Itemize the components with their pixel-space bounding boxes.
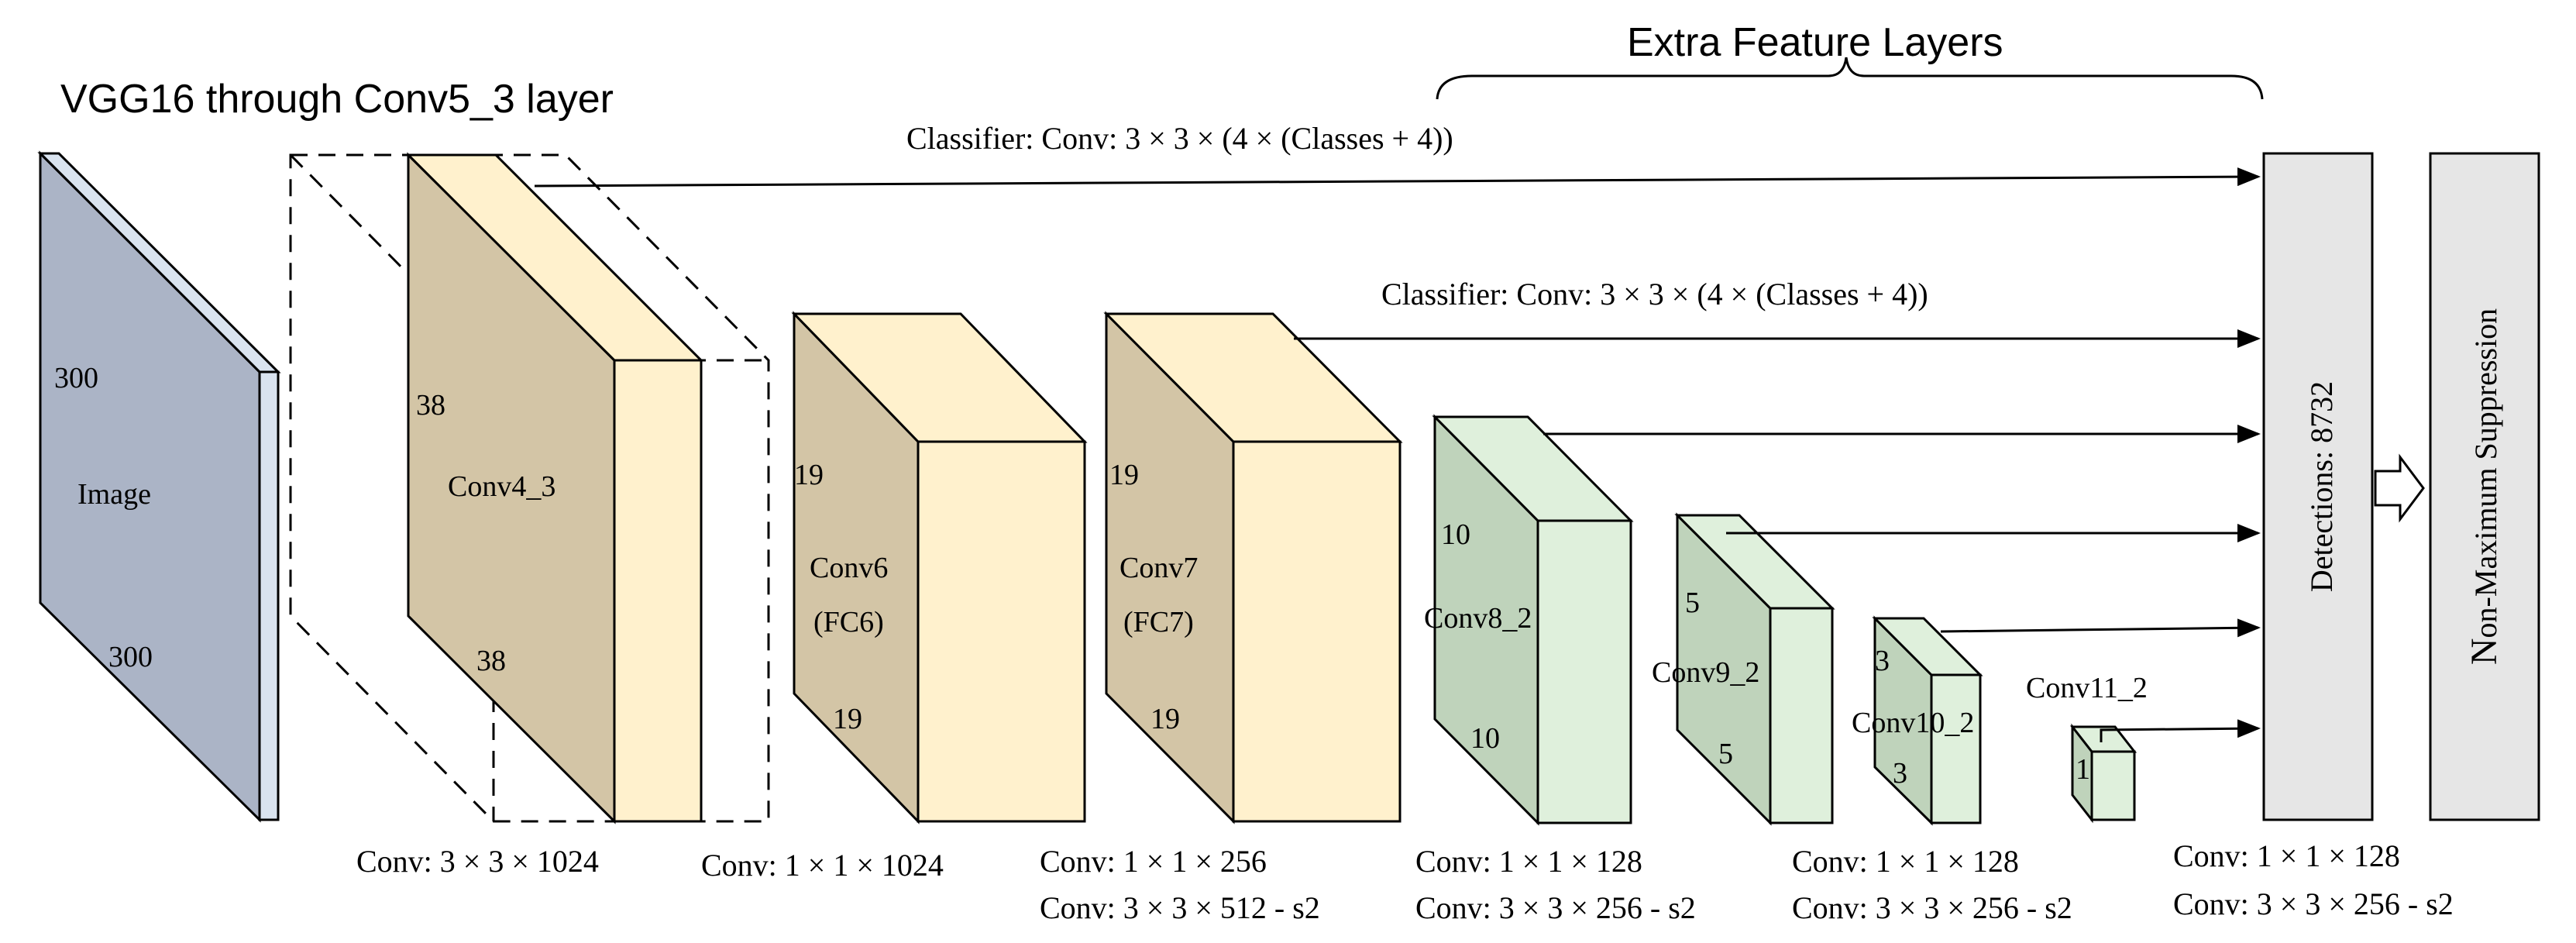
conv9-2-size-b: 5 bbox=[1718, 738, 1733, 770]
conv9-2-size-a: 5 bbox=[1685, 587, 1700, 619]
conv7-size-a: 19 bbox=[1109, 459, 1139, 491]
arrow-conv10-2 bbox=[1940, 618, 2261, 638]
caption-conv10-b: Conv: 3 × 3 × 256 - s2 bbox=[2173, 886, 2454, 921]
conv8-2-size-a: 10 bbox=[1441, 518, 1470, 551]
conv8-2-size-b: 10 bbox=[1470, 722, 1500, 755]
conv4-3-size-a: 38 bbox=[416, 389, 445, 422]
conv9-2-label: Conv9_2 bbox=[1652, 656, 1759, 689]
conv8-2-side bbox=[1536, 519, 1632, 824]
conv8-2-label: Conv8_2 bbox=[1424, 602, 1532, 635]
classifier-label-second: Classifier: Conv: 3 × 3 × (4 × (Classes … bbox=[1381, 277, 1928, 311]
conv9-2-block: 5 Conv9_2 5 bbox=[1652, 512, 1835, 826]
conv6-size-b: 19 bbox=[833, 703, 862, 735]
image-side bbox=[258, 370, 280, 821]
caption-conv9-b: Conv: 3 × 3 × 256 - s2 bbox=[1792, 890, 2072, 925]
extra-feature-brace bbox=[1436, 57, 2264, 100]
extra-feature-layers-title: Extra Feature Layers bbox=[1627, 20, 2003, 65]
image-size-top: 300 bbox=[54, 362, 98, 394]
nms-label: Non-Maximum Suppression bbox=[2464, 308, 2505, 665]
detections-label: Detections: 8732 bbox=[2304, 381, 2339, 592]
conv6-block: 19 Conv6 (FC6) 19 bbox=[791, 311, 1088, 824]
caption-conv10-a: Conv: 1 × 1 × 128 bbox=[2173, 838, 2400, 873]
conv4-3-size-b: 38 bbox=[476, 645, 506, 677]
conv10-2-label: Conv10_2 bbox=[1852, 707, 1974, 739]
caption-conv8-b: Conv: 3 × 3 × 256 - s2 bbox=[1415, 890, 1696, 925]
vgg-title: VGG16 through Conv5_3 layer bbox=[60, 77, 614, 122]
caption-conv9-a: Conv: 1 × 1 × 128 bbox=[1792, 844, 2019, 879]
conv7-size-b: 19 bbox=[1150, 703, 1180, 735]
hollow-arrow-icon bbox=[2374, 453, 2425, 523]
image-block: 300 Image 300 bbox=[37, 150, 281, 823]
conv11-2-block: Conv11_2 1 bbox=[2026, 672, 2148, 824]
conv4-3-label: Conv4_3 bbox=[448, 470, 555, 503]
conv6-side bbox=[917, 440, 1086, 823]
arrow-conv4-3 bbox=[534, 167, 2261, 188]
nms-label-rest: on-Maximum Suppression bbox=[2468, 308, 2503, 638]
caption-conv7-a: Conv: 1 × 1 × 256 bbox=[1040, 844, 1267, 879]
conv4-3-side bbox=[613, 359, 703, 823]
caption-conv7-b: Conv: 3 × 3 × 512 - s2 bbox=[1040, 890, 1320, 925]
conv11-2-size-a: 1 bbox=[2076, 753, 2090, 786]
caption-conv8-a: Conv: 1 × 1 × 128 bbox=[1415, 844, 1642, 879]
conv6-label-1: Conv6 bbox=[810, 552, 888, 584]
detections-box bbox=[2262, 152, 2374, 821]
conv7-block: 19 Conv7 (FC7) 19 bbox=[1103, 311, 1403, 824]
conv11-2-side bbox=[2090, 750, 2136, 821]
caption-conv6: Conv: 1 × 1 × 1024 bbox=[701, 848, 944, 883]
conv11-2-label: Conv11_2 bbox=[2026, 672, 2148, 704]
nms-label-lead: N bbox=[2464, 638, 2505, 665]
conv7-label-2: (FC7) bbox=[1123, 606, 1194, 638]
conv10-2-size-a: 3 bbox=[1875, 645, 1890, 677]
conv10-2-side bbox=[1930, 673, 1982, 824]
conv10-2-block: 3 Conv10_2 3 bbox=[1852, 615, 1983, 826]
conv9-2-side bbox=[1769, 607, 1834, 824]
image-size-bottom: 300 bbox=[108, 641, 153, 673]
conv8-2-block: 10 Conv8_2 10 bbox=[1424, 414, 1634, 826]
conv6-label-2: (FC6) bbox=[813, 606, 884, 638]
conv6-size-a: 19 bbox=[794, 459, 824, 491]
image-label: Image bbox=[77, 478, 151, 511]
nms-box bbox=[2429, 152, 2540, 821]
caption-conv4-3: Conv: 3 × 3 × 1024 bbox=[356, 844, 599, 879]
arrow-conv11-2 bbox=[2100, 719, 2261, 742]
conv10-2-size-b: 3 bbox=[1893, 757, 1907, 790]
conv4-3-block: 38 Conv4_3 38 bbox=[405, 152, 704, 824]
classifier-label-top: Classifier: Conv: 3 × 3 × (4 × (Classes … bbox=[906, 121, 1453, 156]
detection-arrows bbox=[534, 167, 2261, 742]
conv7-label-1: Conv7 bbox=[1119, 552, 1198, 584]
conv7-side bbox=[1232, 440, 1401, 823]
